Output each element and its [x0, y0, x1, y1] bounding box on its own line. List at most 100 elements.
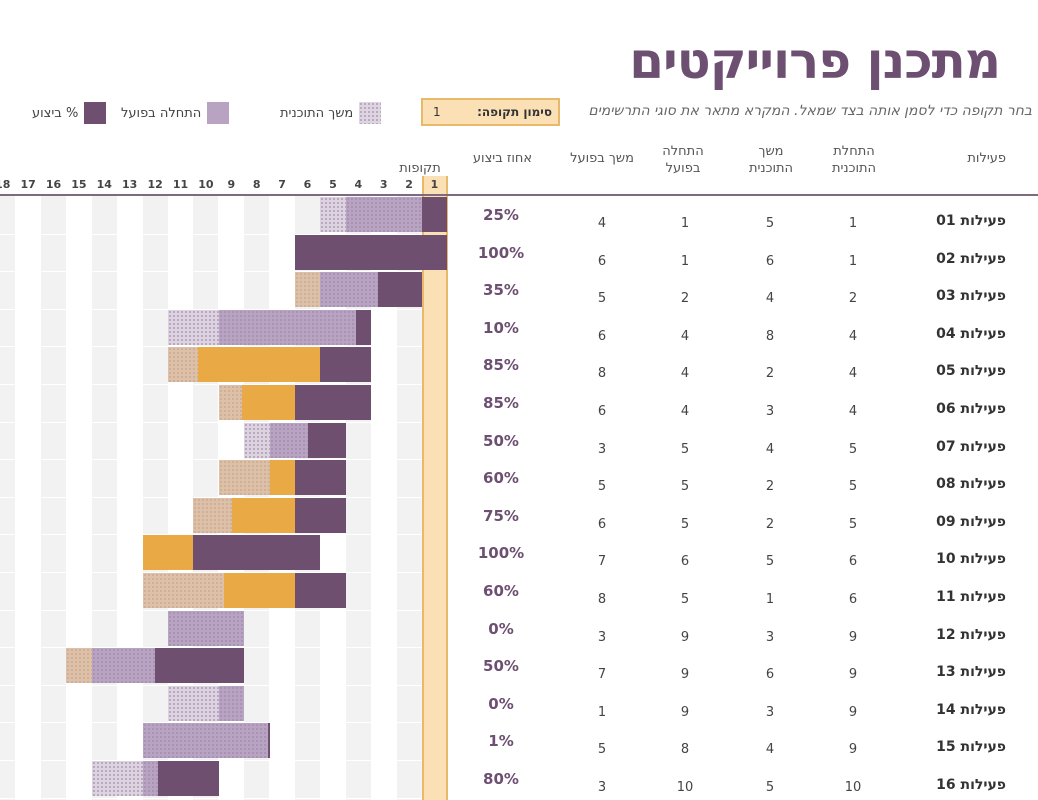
plan-start-cell: 6	[848, 554, 858, 570]
percent-complete-cell: 10%	[483, 318, 519, 337]
percent-complete-bar	[193, 535, 321, 571]
actual-start-cell: 4	[680, 404, 690, 419]
plan-start-cell: 9	[848, 667, 858, 683]
row-separator	[0, 384, 422, 385]
activity-name: פעילות 03	[936, 288, 1006, 305]
actual-start-cell: 9	[680, 667, 690, 683]
plan-start-cell: 1	[848, 216, 858, 231]
actual-start-cell: 5	[680, 441, 690, 457]
legend-plan: משך התוכנית	[280, 102, 382, 124]
actual-swatch-icon	[207, 102, 230, 124]
plan-start-cell: 4	[848, 328, 858, 344]
actual-start-cell: 6	[680, 554, 690, 570]
actual-duration-cell: 7	[597, 667, 607, 683]
period-number: 1	[430, 178, 439, 191]
actual-start-cell: 1	[680, 253, 690, 269]
percent-complete-bar	[157, 761, 219, 796]
plan-start-cell: 6	[848, 592, 858, 607]
actual-duration-cell: 4	[597, 216, 607, 231]
activity-name: פעילות 09	[936, 513, 1006, 530]
actual-start-cell: 9	[680, 629, 690, 645]
plan-duration-cell: 2	[765, 479, 775, 495]
legend-plan-label: משך התוכנית	[280, 105, 354, 121]
plan-start-cell: 10	[844, 780, 862, 795]
row-separator	[0, 346, 422, 348]
actual-duration-cell: 6	[597, 253, 607, 269]
period-highlight-field[interactable]: סימון תקופה: 1	[421, 98, 560, 126]
actual-start-cell: 9	[680, 704, 690, 720]
percent-complete-bar	[355, 309, 372, 345]
row-separator	[0, 496, 422, 498]
percent-complete-bar	[320, 347, 372, 383]
activity-name: פעילות 06	[936, 401, 1006, 417]
actual-duration-cell: 6	[597, 404, 607, 419]
actual-start-cell: 5	[680, 516, 690, 532]
period-number: 12	[147, 178, 163, 191]
percent-complete-bar	[307, 422, 346, 458]
percent-complete-bar	[422, 197, 448, 232]
row-separator	[0, 572, 422, 573]
activity-name: פעילות 16	[936, 777, 1006, 793]
period-number: 16	[45, 178, 62, 191]
percent-complete-bar	[295, 460, 346, 496]
plan-duration-cell: 4	[765, 291, 775, 307]
actual-duration-cell: 8	[597, 592, 607, 607]
actual-duration-cell: 3	[597, 780, 607, 795]
percent-complete-cell: 60%	[483, 469, 519, 488]
row-separator	[0, 534, 422, 536]
complete-beyond-plan-bar	[269, 460, 295, 496]
header-plan-start: התחלת התוכנית	[831, 144, 877, 176]
percent-complete-cell: 0%	[488, 694, 514, 713]
actual-start-cell: 4	[680, 328, 690, 344]
plan-start-cell: 5	[848, 479, 858, 495]
period-number: 17	[20, 178, 36, 191]
period-number: 2	[405, 178, 413, 191]
header-plan-duration: משך התוכנית	[748, 144, 794, 176]
actual-beyond-plan-bar	[295, 272, 321, 308]
percent-complete-cell: 0%	[488, 619, 514, 638]
legend-actual: התחלה בפועל	[121, 102, 230, 124]
plan-duration-cell: 6	[765, 667, 775, 683]
activity-name: פעילות 08	[936, 476, 1006, 493]
actual-duration-bar	[218, 685, 245, 721]
row-separator	[0, 684, 422, 686]
complete-beyond-plan-bar	[223, 573, 295, 608]
actual-duration-cell: 5	[597, 479, 607, 495]
legend-done: % ביצוע	[32, 102, 107, 124]
period-number: 13	[122, 178, 138, 191]
activity-name: פעילות 10	[936, 551, 1006, 568]
activity-name: פעילות 02	[936, 250, 1006, 267]
percent-complete-bar	[295, 234, 448, 270]
row-separator	[0, 609, 422, 611]
complete-beyond-plan-bar	[231, 497, 295, 533]
percent-complete-cell: 85%	[483, 356, 519, 375]
actual-duration-cell: 8	[597, 366, 607, 382]
header-divider	[0, 194, 1038, 196]
activity-name: פעילות 04	[936, 325, 1006, 342]
percent-complete-bar	[295, 497, 346, 533]
plan-start-cell: 2	[848, 291, 858, 307]
percent-complete-cell: 100%	[477, 243, 525, 262]
plan-start-cell: 4	[848, 366, 858, 382]
plan-duration-cell: 8	[765, 328, 775, 344]
period-column-stripe	[142, 196, 168, 800]
plan-duration-cell: 5	[765, 780, 775, 795]
period-highlight-value[interactable]: 1	[433, 105, 441, 119]
row-separator	[0, 797, 422, 799]
activity-name: פעילות 12	[936, 626, 1006, 643]
period-number: 4	[354, 178, 363, 191]
actual-start-cell: 4	[680, 366, 690, 382]
activity-name: פעילות 05	[936, 363, 1006, 380]
actual-duration-bar	[142, 723, 270, 759]
plan-duration-cell: 1	[765, 592, 775, 607]
plan-start-cell: 5	[848, 441, 858, 457]
actual-duration-bar	[218, 309, 372, 345]
plan-duration-cell: 2	[765, 516, 775, 532]
header-periods: תקופות	[399, 161, 441, 176]
plan-duration-cell: 4	[765, 742, 775, 758]
period-highlight-label: סימון תקופה:	[477, 105, 552, 119]
percent-complete-cell: 25%	[483, 206, 519, 224]
plan-duration-cell: 6	[765, 253, 775, 269]
row-separator	[0, 722, 422, 724]
period-number: 15	[71, 178, 87, 191]
